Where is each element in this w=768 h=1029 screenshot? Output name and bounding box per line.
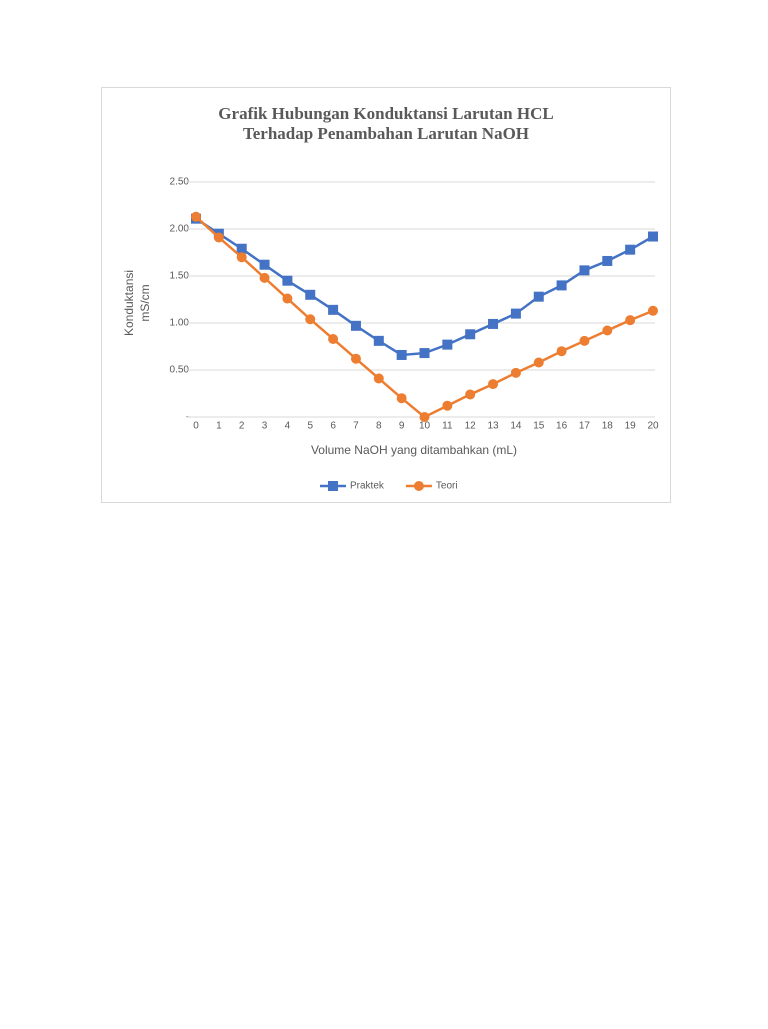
marker <box>236 252 247 263</box>
marker <box>625 244 636 255</box>
x-tick-label: 17 <box>579 421 591 432</box>
y-tick-label: 2.00 <box>170 224 190 235</box>
x-tick-label: 20 <box>647 421 659 432</box>
y-tick-label: 1.50 <box>170 271 190 282</box>
legend-label: Teori <box>436 481 458 492</box>
x-tick-label: 8 <box>376 421 382 432</box>
marker <box>419 348 430 359</box>
marker <box>350 353 361 364</box>
x-tick-label: 16 <box>556 421 568 432</box>
chart-title: Terhadap Penambahan Larutan NaOH <box>243 124 529 143</box>
y-tick-label: 1.00 <box>170 318 190 329</box>
x-tick-label: 9 <box>399 421 405 432</box>
marker <box>648 231 658 242</box>
marker <box>213 232 224 243</box>
marker <box>259 259 270 270</box>
y-tick-label: 2.50 <box>170 177 190 188</box>
marker <box>328 333 339 344</box>
legend-label: Praktek <box>350 481 385 492</box>
x-tick-label: 13 <box>487 421 499 432</box>
marker <box>305 314 316 325</box>
marker <box>556 346 567 357</box>
x-tick-label: 0 <box>193 421 199 432</box>
x-tick-label: 3 <box>262 421 268 432</box>
y-axis-label: Konduktansi <box>122 270 136 336</box>
marker <box>373 335 384 346</box>
marker <box>648 305 658 316</box>
x-tick-label: 5 <box>307 421 313 432</box>
x-tick-label: 15 <box>533 421 545 432</box>
marker <box>328 304 339 315</box>
marker <box>533 357 544 368</box>
x-tick-label: 6 <box>330 421 336 432</box>
marker <box>442 339 453 350</box>
marker <box>191 211 201 222</box>
marker <box>396 393 407 404</box>
marker <box>602 255 613 266</box>
marker <box>442 400 453 411</box>
marker <box>510 308 521 319</box>
y-axis-label: mS/cm <box>138 284 152 321</box>
marker <box>465 329 476 340</box>
marker <box>328 481 338 491</box>
marker <box>556 280 567 291</box>
x-tick-label: 18 <box>602 421 614 432</box>
x-tick-label: 12 <box>465 421 477 432</box>
marker <box>533 291 544 302</box>
marker <box>488 318 499 329</box>
x-tick-label: 11 <box>442 421 453 432</box>
marker <box>305 289 316 300</box>
marker <box>236 243 247 254</box>
marker <box>625 315 636 326</box>
marker <box>579 335 590 346</box>
marker <box>602 325 613 336</box>
marker <box>259 272 270 283</box>
marker <box>510 367 521 378</box>
chart-border <box>101 87 671 503</box>
marker <box>373 373 384 384</box>
marker <box>419 412 430 422</box>
x-tick-label: 2 <box>239 421 245 432</box>
marker <box>465 389 476 400</box>
marker <box>282 275 293 286</box>
x-tick-label: 1 <box>216 421 222 432</box>
x-tick-label: 10 <box>419 421 431 432</box>
marker <box>579 265 590 276</box>
marker <box>396 349 407 360</box>
y-tick-label: 0.50 <box>170 365 190 376</box>
x-tick-label: 4 <box>285 421 291 432</box>
x-axis-label: Volume NaOH yang ditambahkan (mL) <box>311 443 517 457</box>
x-tick-label: 14 <box>510 421 522 432</box>
marker <box>413 481 424 491</box>
marker <box>282 293 293 304</box>
marker <box>350 320 361 331</box>
chart-title: Grafik Hubungan Konduktansi Larutan HCL <box>218 104 553 123</box>
x-tick-label: 19 <box>625 421 637 432</box>
marker <box>488 379 499 390</box>
x-tick-label: 7 <box>353 421 359 432</box>
